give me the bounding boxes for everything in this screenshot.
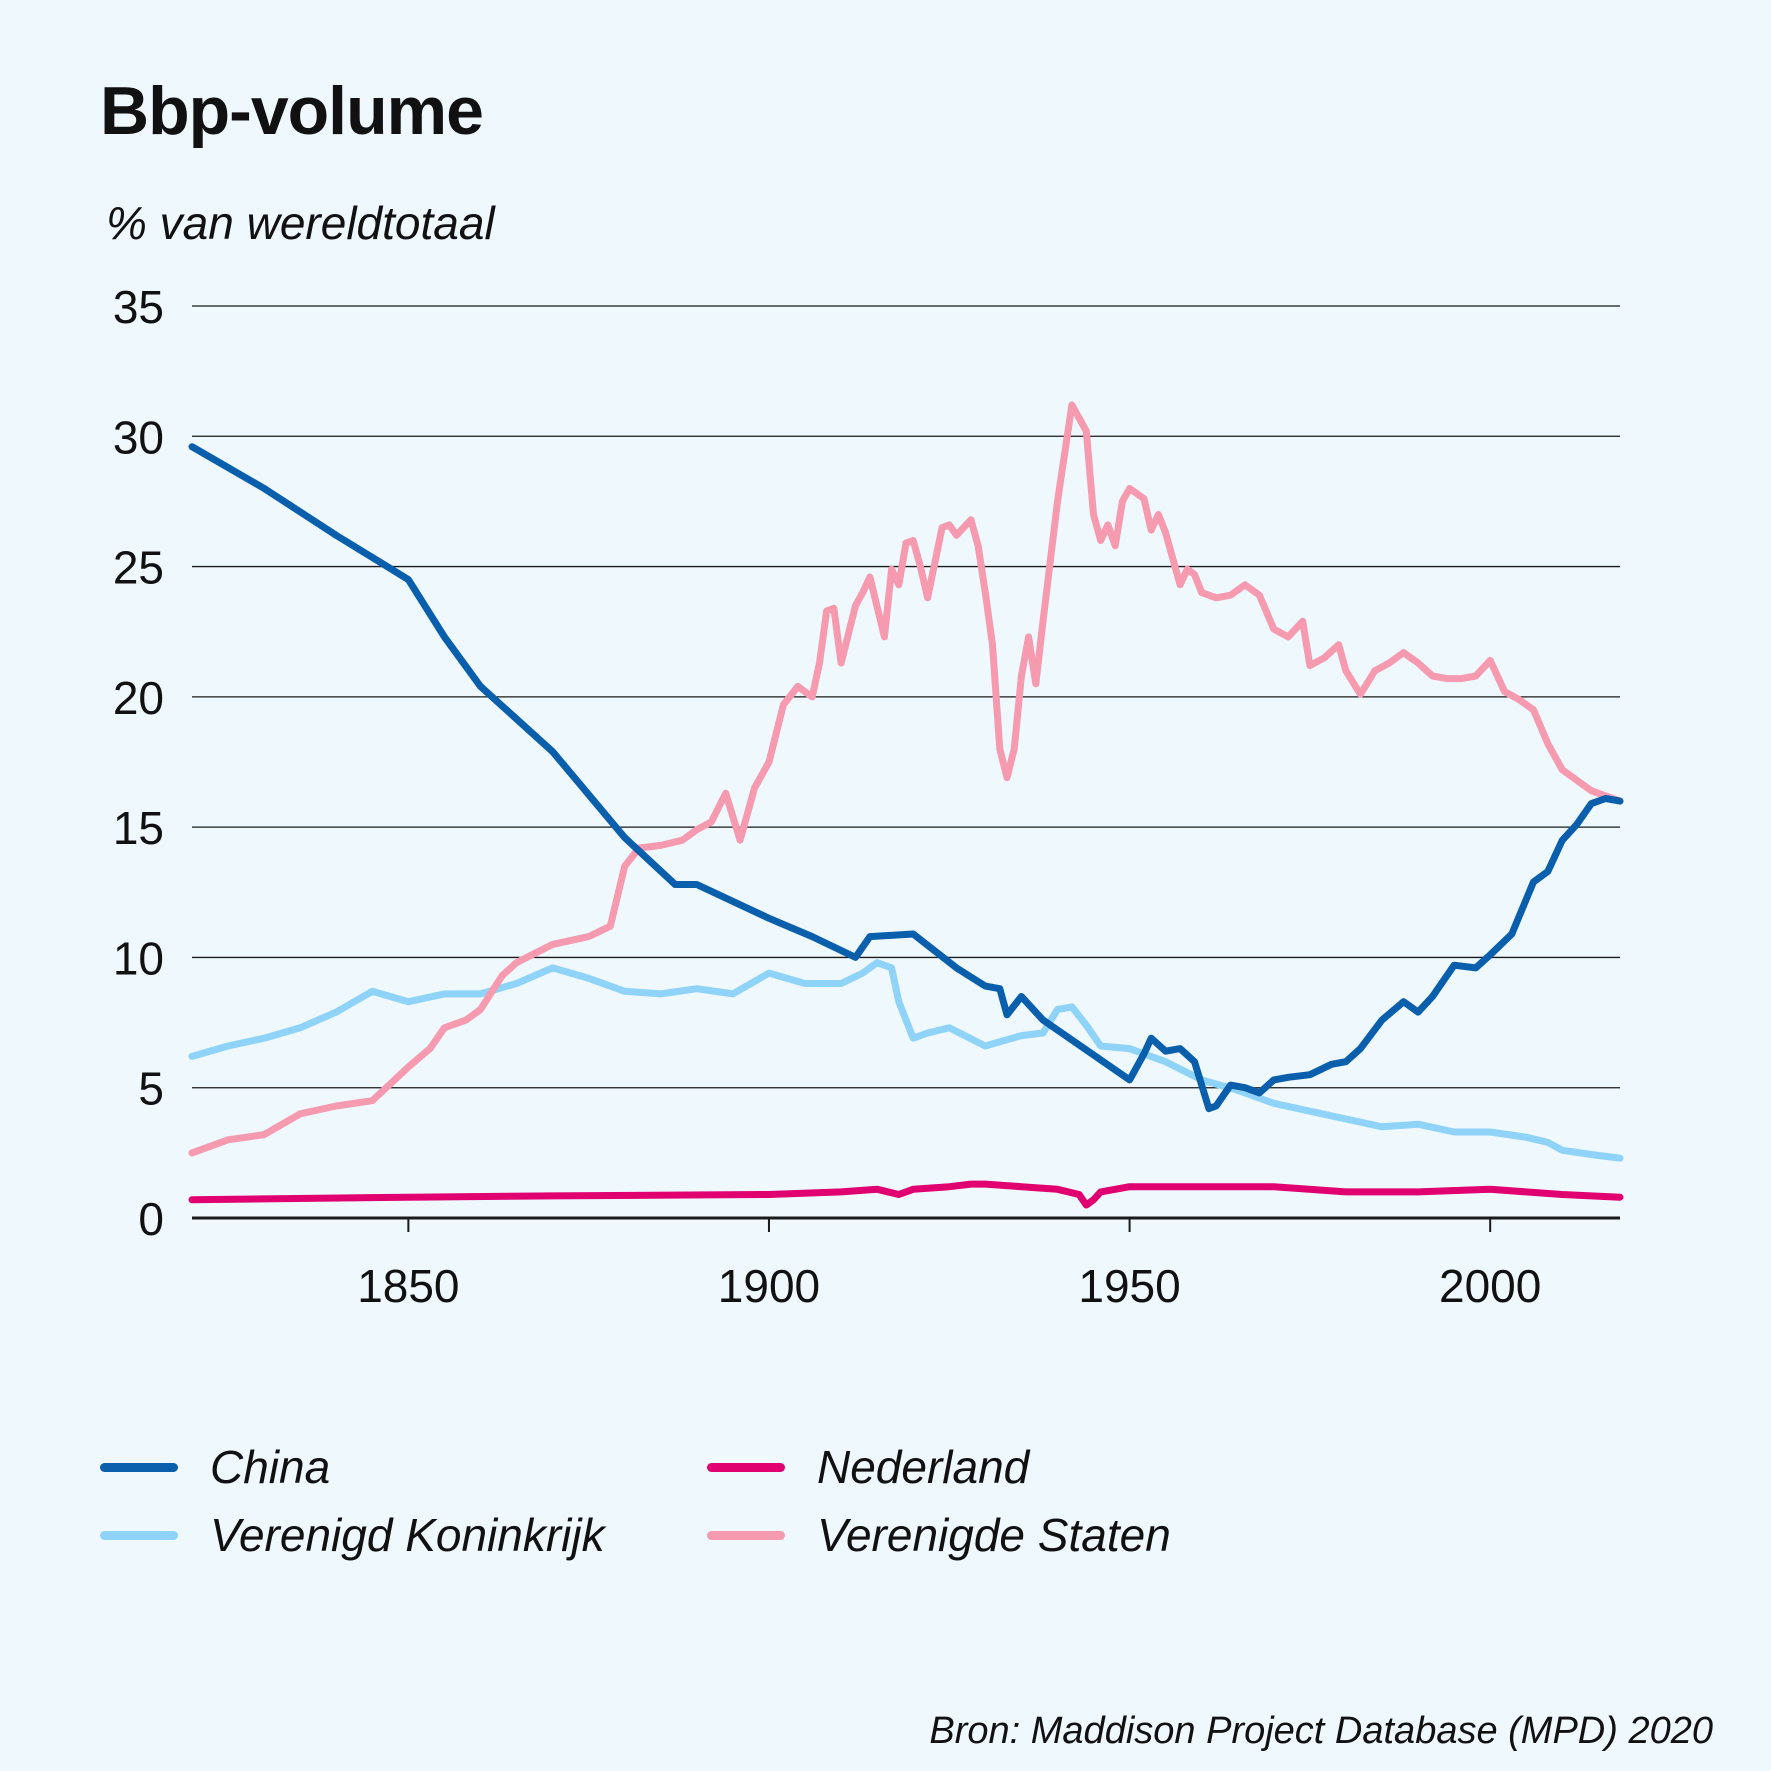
y-tick-label-20: 20	[113, 672, 164, 724]
series-line-verenigd-koninkrijk	[188, 959, 1624, 1162]
y-tick-label-25: 25	[113, 542, 164, 594]
legend-swatch-verenigd-koninkrijk	[100, 1530, 178, 1540]
y-tick-label-0: 0	[138, 1193, 164, 1245]
series-lines	[188, 401, 1624, 1209]
x-tick-labels: 1850 1900 1950 2000	[357, 1260, 1541, 1312]
y-tick-label-35: 35	[113, 281, 164, 333]
y-tick-label-30: 30	[113, 411, 164, 463]
legend-item-nederland: Nederland	[707, 1432, 1029, 1502]
y-tick-label-10: 10	[113, 932, 164, 984]
x-tick-label-1950: 1950	[1078, 1260, 1180, 1312]
legend-item-verenigde-staten: Verenigde Staten	[707, 1500, 1171, 1570]
y-tick-labels: 0 5 10 15 20 25 30 35	[113, 281, 164, 1245]
legend-swatch-china	[100, 1462, 178, 1472]
x-tick-label-1850: 1850	[357, 1260, 459, 1312]
legend-swatch-nederland	[707, 1462, 785, 1472]
legend-swatch-verenigde-staten	[707, 1530, 785, 1540]
legend-label-verenigde-staten: Verenigde Staten	[817, 1509, 1171, 1561]
y-tick-label-5: 5	[138, 1063, 164, 1115]
gridlines	[192, 305, 1620, 1232]
series-line-verenigde-staten	[188, 401, 1624, 1157]
chart-title: Bbp-volume	[100, 73, 484, 149]
legend-item-china: China	[100, 1432, 330, 1502]
legend-item-verenigd-koninkrijk: Verenigd Koninkrijk	[100, 1500, 605, 1570]
legend-label-nederland: Nederland	[817, 1441, 1030, 1493]
x-tick-label-1900: 1900	[718, 1260, 820, 1312]
legend: China Verenigd Koninkrijk Nederland Vere…	[100, 1432, 1200, 1582]
x-tick-label-2000: 2000	[1439, 1260, 1541, 1312]
y-axis-label: % van wereldtotaal	[106, 197, 495, 249]
series-line-nederland	[188, 1180, 1624, 1209]
legend-label-china: China	[210, 1441, 331, 1493]
series-line-china	[188, 443, 1624, 1113]
legend-label-verenigd-koninkrijk: Verenigd Koninkrijk	[210, 1509, 605, 1561]
source-note: Bron: Maddison Project Database (MPD) 20…	[929, 1710, 1713, 1752]
y-tick-label-15: 15	[113, 802, 164, 854]
